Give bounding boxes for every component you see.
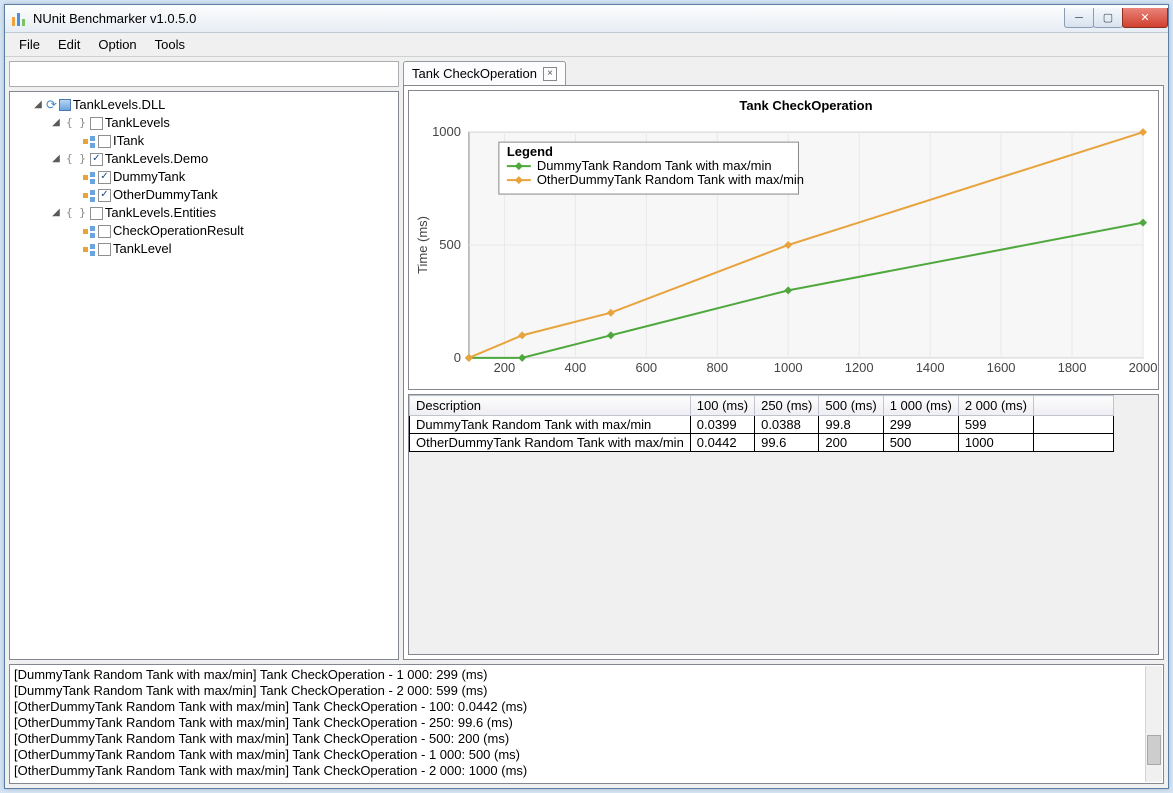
- class-icon: [82, 188, 96, 202]
- svg-text:1400: 1400: [916, 360, 945, 375]
- svg-text:1000: 1000: [774, 360, 803, 375]
- table-header[interactable]: 1 000 (ms): [883, 396, 958, 416]
- svg-text:1000: 1000: [432, 124, 461, 139]
- class-icon: [82, 170, 96, 184]
- svg-text:2000: 2000: [1129, 360, 1158, 375]
- svg-text:1800: 1800: [1058, 360, 1087, 375]
- table-row: OtherDummyTank Random Tank with max/min0…: [410, 434, 1114, 452]
- menu-file[interactable]: File: [11, 35, 48, 54]
- checkbox[interactable]: [98, 243, 111, 256]
- tab-label: Tank CheckOperation: [412, 66, 537, 81]
- table-header[interactable]: 2 000 (ms): [958, 396, 1033, 416]
- tree-item-itank[interactable]: ITank: [113, 132, 144, 150]
- window-title: NUnit Benchmarker v1.0.5.0: [33, 11, 196, 26]
- svg-text:400: 400: [565, 360, 587, 375]
- table-header[interactable]: 250 (ms): [755, 396, 819, 416]
- tree-toggle[interactable]: ◢: [50, 204, 62, 222]
- chart: 200 400 600 800 1000 1200 1400 1600 1800 2000 0 500…: [408, 90, 1159, 390]
- class-icon: [82, 242, 96, 256]
- minimize-button[interactable]: ─: [1064, 8, 1094, 28]
- checkbox[interactable]: ✓: [98, 171, 111, 184]
- menu-tools[interactable]: Tools: [147, 35, 193, 54]
- tree-root[interactable]: TankLevels.DLL: [73, 96, 166, 114]
- svg-text:1600: 1600: [987, 360, 1016, 375]
- menu-edit[interactable]: Edit: [50, 35, 88, 54]
- tree-toggle[interactable]: ◢: [50, 150, 62, 168]
- class-icon: [82, 224, 96, 238]
- tree-view[interactable]: ◢ ⟳ TankLevels.DLL ◢ { } TankLevels: [9, 91, 399, 660]
- table-header[interactable]: Description: [410, 396, 691, 416]
- table-row: DummyTank Random Tank with max/min0.0399…: [410, 416, 1114, 434]
- app-icon: [11, 11, 27, 27]
- checkbox[interactable]: [98, 135, 111, 148]
- checkbox[interactable]: [90, 207, 103, 220]
- tree-toggle[interactable]: ◢: [32, 96, 44, 114]
- log-line: [DummyTank Random Tank with max/min] Tan…: [14, 667, 1159, 683]
- log-line: [OtherDummyTank Random Tank with max/min…: [14, 715, 1159, 731]
- scrollbar[interactable]: [1145, 666, 1162, 782]
- log-line: [OtherDummyTank Random Tank with max/min…: [14, 763, 1159, 779]
- tree-item-otherdummytank[interactable]: OtherDummyTank: [113, 186, 218, 204]
- svg-text:DummyTank Random Tank with max: DummyTank Random Tank with max/min: [537, 158, 772, 173]
- close-button[interactable]: ✕: [1122, 8, 1168, 28]
- svg-text:0: 0: [454, 350, 461, 365]
- class-icon: [82, 134, 96, 148]
- scroll-thumb[interactable]: [1147, 735, 1161, 765]
- tree-toggle[interactable]: ◢: [50, 114, 62, 132]
- svg-text:Time (ms): Time (ms): [415, 216, 430, 274]
- svg-text:600: 600: [635, 360, 657, 375]
- namespace-icon: { }: [64, 150, 88, 168]
- tree-ns-entities[interactable]: TankLevels.Entities: [105, 204, 216, 222]
- log-line: [DummyTank Random Tank with max/min] Tan…: [14, 683, 1159, 699]
- tree-item-tanklevel[interactable]: TankLevel: [113, 240, 172, 258]
- tree-item-checkop[interactable]: CheckOperationResult: [113, 222, 244, 240]
- checkbox[interactable]: [90, 117, 103, 130]
- svg-text:Tank CheckOperation: Tank CheckOperation: [739, 98, 872, 113]
- maximize-button[interactable]: ▢: [1093, 8, 1123, 28]
- log-line: [OtherDummyTank Random Tank with max/min…: [14, 731, 1159, 747]
- checkbox[interactable]: ✓: [90, 153, 103, 166]
- dll-icon: [59, 99, 71, 111]
- svg-text:1200: 1200: [845, 360, 874, 375]
- checkbox[interactable]: [98, 225, 111, 238]
- log-line: [OtherDummyTank Random Tank with max/min…: [14, 699, 1159, 715]
- app-window: NUnit Benchmarker v1.0.5.0 ─ ▢ ✕ File Ed…: [4, 4, 1169, 789]
- svg-text:500: 500: [439, 237, 461, 252]
- menubar: File Edit Option Tools: [5, 33, 1168, 57]
- svg-text:OtherDummyTank Random Tank wit: OtherDummyTank Random Tank with max/min: [537, 172, 804, 187]
- tree-ns-demo[interactable]: TankLevels.Demo: [105, 150, 208, 168]
- log-panel[interactable]: [DummyTank Random Tank with max/min] Tan…: [9, 664, 1164, 784]
- refresh-icon: ⟳: [46, 96, 57, 114]
- table-header[interactable]: 100 (ms): [690, 396, 754, 416]
- svg-text:Legend: Legend: [507, 144, 553, 159]
- menu-option[interactable]: Option: [90, 35, 144, 54]
- titlebar[interactable]: NUnit Benchmarker v1.0.5.0 ─ ▢ ✕: [5, 5, 1168, 33]
- log-line: [OtherDummyTank Random Tank with max/min…: [14, 747, 1159, 763]
- filter-input[interactable]: [9, 61, 399, 87]
- svg-text:800: 800: [706, 360, 728, 375]
- results-table: Description100 (ms)250 (ms)500 (ms)1 000…: [408, 394, 1159, 655]
- svg-text:200: 200: [494, 360, 516, 375]
- tree-ns-tanklevels[interactable]: TankLevels: [105, 114, 170, 132]
- checkbox[interactable]: ✓: [98, 189, 111, 202]
- table-header[interactable]: 500 (ms): [819, 396, 883, 416]
- tree-item-dummytank[interactable]: DummyTank: [113, 168, 185, 186]
- tab-checkoperation[interactable]: Tank CheckOperation ×: [403, 61, 566, 85]
- tab-close-icon[interactable]: ×: [543, 67, 557, 81]
- namespace-icon: { }: [64, 204, 88, 222]
- namespace-icon: { }: [64, 114, 88, 132]
